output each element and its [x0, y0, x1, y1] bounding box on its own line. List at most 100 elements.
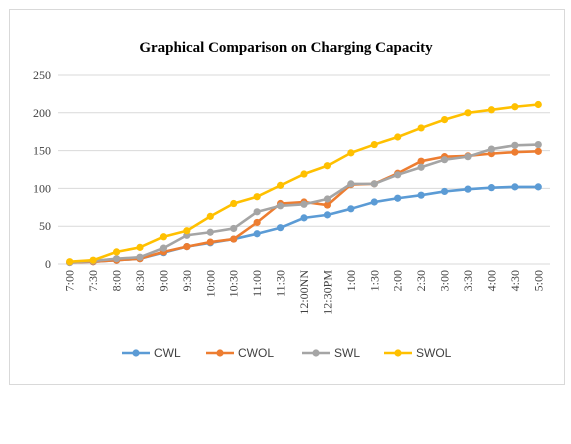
x-tick-label: 1:30 [367, 270, 381, 291]
data-point-swol [112, 248, 121, 256]
data-point-swol [347, 149, 355, 157]
data-point-swl [159, 244, 168, 252]
x-tick-label: 10:30 [227, 270, 241, 297]
data-point-swol [66, 258, 74, 266]
data-point-cwl [370, 198, 378, 206]
legend-item-cwl: CWL [122, 346, 181, 360]
data-point-swl [440, 156, 449, 164]
legend-swatch-marker [132, 349, 140, 357]
x-tick-label: 2:30 [414, 270, 428, 291]
y-tick-label: 200 [33, 106, 51, 120]
legend-label: CWOL [238, 346, 274, 360]
x-tick-label: 10:00 [203, 270, 217, 297]
y-tick-label: 250 [33, 68, 51, 82]
data-point-swl [112, 255, 121, 263]
data-point-cwl [511, 183, 519, 191]
data-point-cwol [511, 148, 519, 156]
chart-title: Graphical Comparison on Charging Capacit… [139, 40, 433, 56]
data-point-swl [206, 228, 214, 236]
data-point-swol [440, 116, 449, 124]
line-chart: Graphical Comparison on Charging Capacit… [33, 40, 550, 360]
data-point-cwl [347, 205, 355, 213]
data-point-swl [276, 202, 285, 210]
series-line-cwl [68, 185, 540, 264]
data-point-swl [511, 141, 519, 149]
x-tick-label: 4:00 [484, 270, 498, 291]
data-point-cwl [276, 224, 285, 232]
data-point-swol [323, 162, 332, 170]
x-tick-label: 7:00 [63, 270, 77, 291]
data-point-swl [230, 224, 238, 233]
data-point-swol [206, 212, 214, 220]
data-point-swl [253, 208, 261, 216]
data-point-cwol [417, 157, 425, 165]
legend-swatch-marker [394, 349, 402, 357]
data-point-swl [300, 200, 308, 208]
data-point-swol [276, 181, 285, 189]
legend-swatch-marker [312, 349, 320, 357]
data-point-cwl [440, 187, 449, 196]
data-point-swol [394, 133, 402, 141]
series-layer [66, 100, 542, 267]
x-tick-label: 9:30 [180, 270, 194, 291]
x-tick-label: 4:30 [508, 270, 522, 291]
data-point-swol [487, 106, 496, 114]
data-point-swl [323, 195, 332, 203]
x-tick-label: 12:30PM [320, 270, 334, 315]
y-tick-label: 50 [39, 219, 51, 233]
data-point-cwol [183, 243, 191, 251]
data-point-swol [417, 124, 425, 132]
data-point-cwl [300, 214, 308, 222]
data-point-cwl [323, 211, 332, 219]
data-point-swol [159, 233, 168, 241]
data-point-swl [136, 253, 144, 261]
legend: CWL CWOL SWL SWOL [122, 346, 452, 360]
series-swl [66, 140, 542, 267]
series-cwl [66, 183, 542, 267]
data-point-swol [300, 170, 308, 178]
data-point-swl [347, 180, 355, 188]
y-tick-label: 0 [45, 257, 51, 271]
data-point-swol [534, 100, 542, 109]
legend-label: SWL [334, 346, 360, 360]
data-point-cwol [253, 218, 261, 227]
data-point-cwol [534, 147, 542, 155]
data-point-swol [511, 103, 519, 111]
data-point-swl [534, 140, 542, 149]
x-tick-label: 3:30 [461, 270, 475, 291]
data-point-swl [464, 153, 472, 161]
data-point-swol [183, 227, 191, 235]
legend-item-swol: SWOL [384, 346, 452, 360]
data-point-swol [230, 199, 238, 208]
data-point-cwl [534, 183, 542, 191]
data-point-cwol [323, 201, 332, 209]
data-point-swol [89, 256, 97, 264]
x-tick-label: 11:30 [274, 270, 288, 297]
x-tick-label: 1:00 [344, 270, 358, 291]
data-point-swl [487, 145, 496, 153]
data-point-swol [370, 140, 378, 149]
legend-item-cwol: CWOL [206, 346, 274, 360]
x-tick-label: 2:00 [391, 270, 405, 291]
x-tick-label: 11:00 [250, 270, 264, 297]
gridlines [58, 74, 550, 265]
series-swol [66, 100, 542, 266]
data-point-swol [136, 243, 144, 251]
data-point-cwl [253, 230, 261, 238]
data-point-cwl [464, 185, 472, 193]
x-tick-label: 3:00 [438, 270, 452, 291]
data-point-cwl [487, 184, 496, 192]
legend-item-swl: SWL [302, 346, 360, 360]
y-tick-label: 150 [33, 144, 51, 158]
data-point-swol [464, 109, 472, 117]
chart-frame: Graphical Comparison on Charging Capacit… [9, 9, 565, 385]
x-tick-label: 5:00 [531, 270, 545, 291]
data-point-swl [417, 163, 425, 171]
legend-swatch-marker [216, 349, 224, 357]
legend-label: CWL [154, 346, 181, 360]
data-point-cwol [206, 238, 214, 246]
data-point-cwl [394, 194, 402, 202]
data-point-swol [253, 193, 261, 201]
x-tick-label: 12:00NN [297, 270, 311, 315]
y-axis-ticks: 0 50 100 150 200 250 [33, 68, 51, 271]
